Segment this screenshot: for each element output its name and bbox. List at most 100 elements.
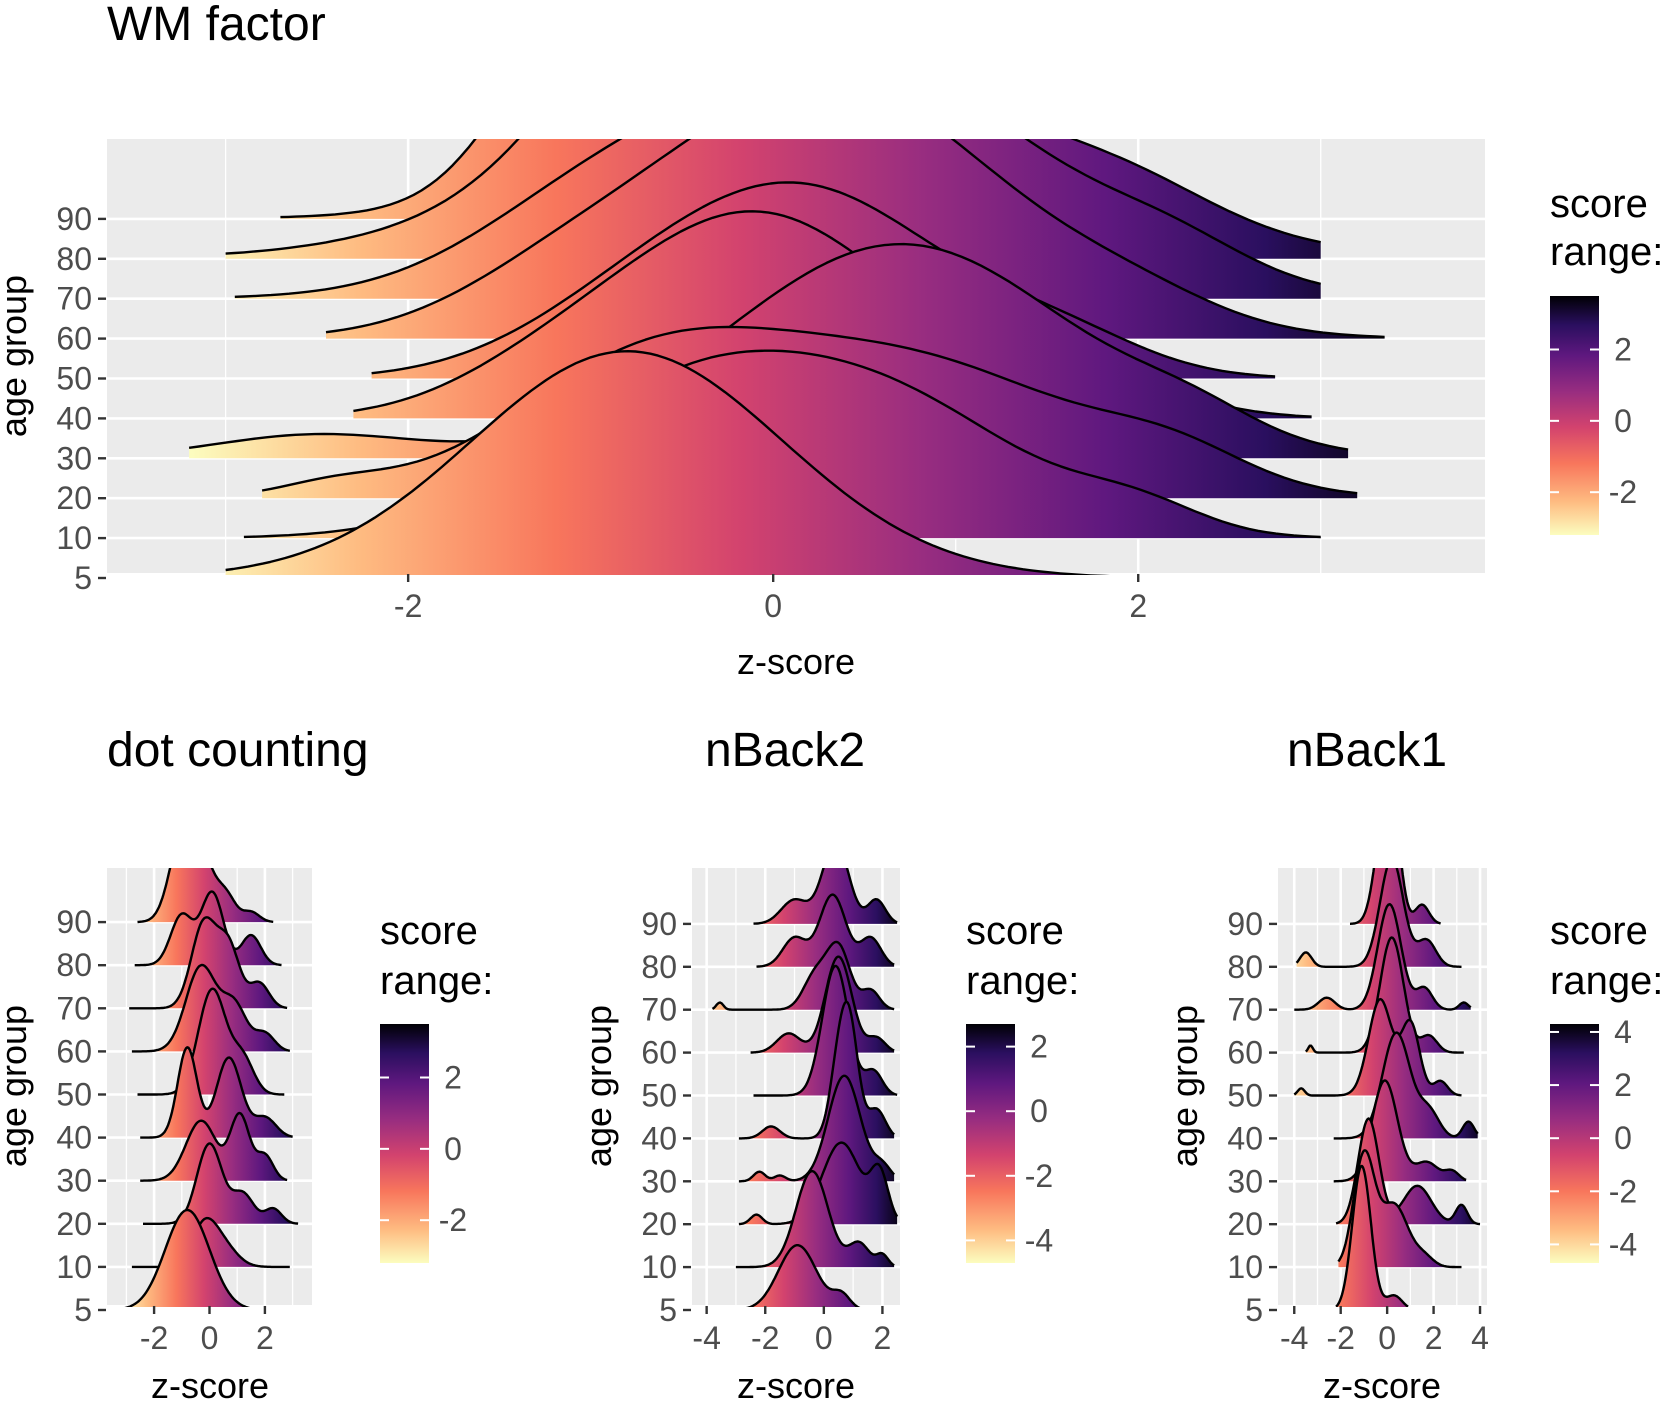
y-tick-label: 90 (56, 201, 92, 237)
x-axis-label: z-score (151, 1365, 269, 1403)
y-tick-label: 70 (641, 992, 677, 1028)
legend-ticks: -4 -2 0 2 4 (1550, 1014, 1637, 1262)
legend-tick-label: -4 (1025, 1222, 1053, 1258)
y-tick-label: 60 (1227, 1035, 1263, 1071)
ridge-line-50 (371, 181, 1276, 378)
legend-title-line-1: score (966, 909, 1064, 953)
y-tick-label: 40 (56, 1120, 92, 1156)
legend-tick-label: 2 (1030, 1029, 1048, 1065)
ridge-fill-10 (131, 1218, 290, 1267)
legend-score-range: score range: -2 0 2 (380, 909, 493, 1263)
y-tick-label: 40 (641, 1120, 677, 1156)
legend-title-line-1: score (1550, 182, 1648, 226)
y-tick-label: 80 (56, 947, 92, 983)
y-tick-label: 20 (1227, 1206, 1263, 1242)
legend-tick-label: -2 (1609, 1173, 1637, 1209)
ridge-fill-60 (1305, 937, 1464, 1053)
y-tick-label: 90 (641, 906, 677, 942)
y-tick-label: 80 (56, 241, 92, 277)
ridge-fill-60 (750, 956, 895, 1053)
ridgeline-series (1293, 868, 1481, 1307)
ridge-line-40 (738, 1000, 895, 1140)
y-tick-label: 80 (1227, 949, 1263, 985)
legend-title-line-1: score (380, 909, 478, 953)
y-tick-label: 20 (56, 480, 92, 516)
legend-title-line-2: range: (1550, 959, 1663, 1003)
ridge-line-5 (225, 350, 1111, 575)
ridge-line-50 (137, 987, 285, 1096)
ridge-fill-50 (137, 988, 285, 1095)
legend-title-line-2: range: (380, 959, 493, 1003)
ridge-line-90 (1349, 868, 1441, 925)
y-tick-label: 40 (1227, 1120, 1263, 1156)
legend-tick-label: 0 (444, 1131, 462, 1167)
ridgeline-series (711, 868, 899, 1307)
legend-ticks: -2 0 2 (380, 1060, 467, 1238)
y-tick-label: 90 (56, 904, 92, 940)
x-tick-label: 2 (1425, 1320, 1443, 1356)
y-tick-label: 30 (56, 440, 92, 476)
legend-tick-label: 0 (1614, 1120, 1632, 1156)
ridge-line-20 (1335, 1117, 1481, 1226)
legend-tick-label: 2 (1614, 1067, 1632, 1103)
legend-ticks: -4 -2 0 2 (966, 1029, 1053, 1258)
legend-score-range: score range: -4 -2 0 2 (966, 909, 1079, 1263)
x-axis-label: z-score (1323, 1365, 1441, 1403)
y-tick-label: 20 (641, 1206, 677, 1242)
legend-title-line-2: range: (966, 959, 1079, 1003)
y-tick-label: 90 (1227, 906, 1263, 942)
x-tick-label: 0 (1378, 1320, 1396, 1356)
legend-tick-label: 2 (1614, 332, 1632, 368)
ridge-line-10 (735, 1169, 895, 1269)
x-tick-label: -4 (1280, 1320, 1308, 1356)
y-tick-label: 40 (56, 400, 92, 436)
ridge-fill-50 (753, 966, 898, 1096)
legend-colorbar (1550, 1024, 1599, 1263)
y-tick-label: 80 (641, 949, 677, 985)
legend-tick-label: 0 (1614, 403, 1632, 439)
ridge-line-50 (1293, 997, 1462, 1097)
ridge-line-60 (131, 963, 291, 1053)
x-tick-label: 0 (201, 1320, 219, 1356)
legend-tick-label: 0 (1030, 1093, 1048, 1129)
y-tick-label: 5 (659, 1292, 677, 1328)
ridge-line-70 (234, 139, 1321, 298)
ridge-line-40 (1333, 1031, 1479, 1140)
x-axis-ticks: -4 -2 0 2 4 (1280, 1306, 1489, 1356)
y-tick-label: 60 (56, 321, 92, 357)
x-tick-label: 0 (815, 1320, 833, 1356)
ridge-line-60 (1304, 936, 1464, 1054)
x-axis-ticks: -2 0 2 (394, 574, 1147, 624)
x-tick-label: -2 (394, 588, 422, 624)
ridge-line-70 (1294, 903, 1472, 1011)
y-tick-label: 10 (641, 1249, 677, 1285)
ridge-line-30 (738, 1074, 896, 1183)
ridge-line-20 (143, 1142, 299, 1225)
y-tick-label: 30 (1227, 1163, 1263, 1199)
y-tick-label: 10 (56, 520, 92, 556)
ridgeline-series (124, 868, 299, 1307)
ridge-line-70 (129, 916, 288, 1010)
x-tick-label: -4 (692, 1320, 720, 1356)
x-axis-ticks: -2 0 2 (140, 1306, 274, 1356)
y-tick-label: 30 (56, 1163, 92, 1199)
legend-score-range: score range: -2 0 2 (1550, 182, 1663, 535)
ridge-line-90 (137, 868, 274, 924)
y-tick-label: 60 (641, 1035, 677, 1071)
ridge-line-80 (225, 139, 1321, 255)
ridge-line-70 (711, 940, 895, 1011)
y-tick-label: 70 (56, 990, 92, 1026)
panel-title-nback1: nBack1 (1287, 724, 1447, 777)
y-axis-label: age group (1164, 1005, 1205, 1167)
ridge-fill-70 (1294, 904, 1471, 1010)
y-tick-label: 60 (56, 1033, 92, 1069)
ridge-fill-5 (128, 1210, 246, 1307)
ridge-line-80 (134, 890, 282, 967)
y-axis-label: age group (0, 1005, 34, 1167)
ridge-line-60 (750, 955, 895, 1054)
